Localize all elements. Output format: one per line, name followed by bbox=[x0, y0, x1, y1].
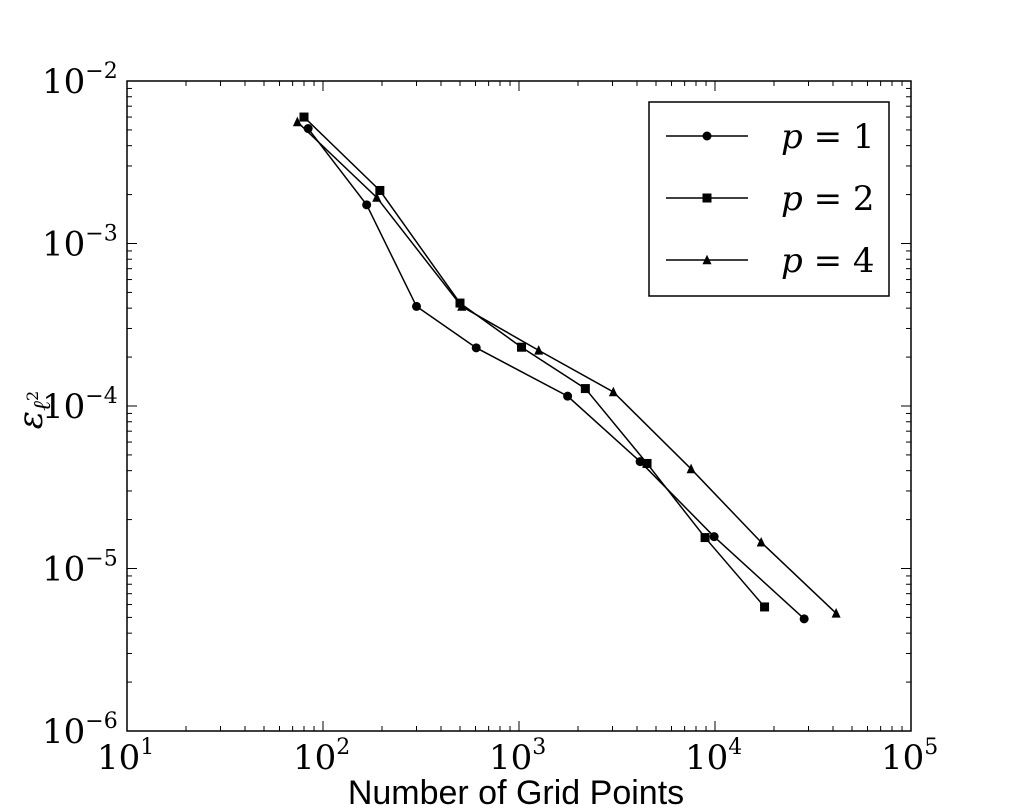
x-axis-label: Number of Grid Points bbox=[348, 774, 684, 812]
legend-entry: p = 4 bbox=[666, 241, 875, 281]
data-point-square bbox=[642, 458, 652, 468]
legend-marker-triangle bbox=[702, 254, 712, 265]
data-point-square bbox=[700, 533, 710, 543]
x-axis: 101 102 103 104 105 bbox=[97, 81, 938, 778]
data-point-circle bbox=[709, 532, 719, 542]
data-point-square bbox=[517, 342, 527, 352]
y-axis: 10−6 10−5 10−4 10−3 10−2 bbox=[42, 59, 911, 752]
series-line bbox=[307, 128, 805, 620]
x-tick-label: 102 bbox=[293, 735, 350, 778]
data-point-square bbox=[760, 602, 770, 612]
data-point-triangle bbox=[292, 116, 302, 127]
legend-label: p = 2 bbox=[781, 179, 875, 219]
legend-label: p = 1 bbox=[781, 117, 875, 157]
series-1 bbox=[303, 124, 809, 624]
data-point-circle bbox=[471, 343, 481, 353]
legend-label: p = 4 bbox=[781, 241, 875, 281]
legend-entry: p = 2 bbox=[666, 179, 875, 219]
data-point-circle bbox=[412, 301, 422, 311]
y-tick-label: 10−4 bbox=[42, 384, 118, 427]
series-group bbox=[292, 112, 841, 624]
data-point-triangle bbox=[457, 301, 467, 311]
series-3 bbox=[292, 116, 841, 618]
x-tick-label: 101 bbox=[97, 735, 154, 778]
y-tick-label: 10−2 bbox=[42, 59, 118, 102]
x-tick-label: 104 bbox=[685, 735, 742, 778]
legend-entry: p = 1 bbox=[666, 117, 875, 157]
data-point-triangle bbox=[534, 345, 544, 355]
data-point-circle bbox=[799, 614, 809, 624]
y-tick-label: 10−6 bbox=[42, 709, 118, 752]
data-point-triangle bbox=[686, 463, 696, 474]
data-point-triangle bbox=[608, 386, 618, 397]
data-point-square bbox=[375, 185, 385, 195]
y-tick-label: 10−3 bbox=[42, 222, 118, 265]
y-tick-label: 10−5 bbox=[42, 547, 118, 590]
legend: p = 1 p = 2 p = 4 bbox=[648, 101, 890, 297]
data-point-circle bbox=[635, 457, 645, 467]
legend-marker-circle bbox=[702, 131, 712, 141]
data-point-square bbox=[580, 384, 590, 394]
data-point-circle bbox=[362, 200, 372, 210]
y-axis-label: εℓ2 bbox=[11, 391, 56, 429]
x-tick-label: 105 bbox=[881, 735, 938, 778]
data-point-triangle bbox=[831, 608, 841, 618]
data-point-circle bbox=[563, 391, 573, 401]
series-line bbox=[303, 116, 766, 608]
legend-marker-square bbox=[702, 193, 712, 203]
data-point-triangle bbox=[756, 537, 766, 547]
series-line bbox=[296, 121, 837, 614]
data-point-square bbox=[299, 112, 309, 122]
x-tick-label: 103 bbox=[489, 735, 546, 778]
data-point-triangle bbox=[372, 192, 382, 202]
legend-box bbox=[648, 101, 890, 297]
